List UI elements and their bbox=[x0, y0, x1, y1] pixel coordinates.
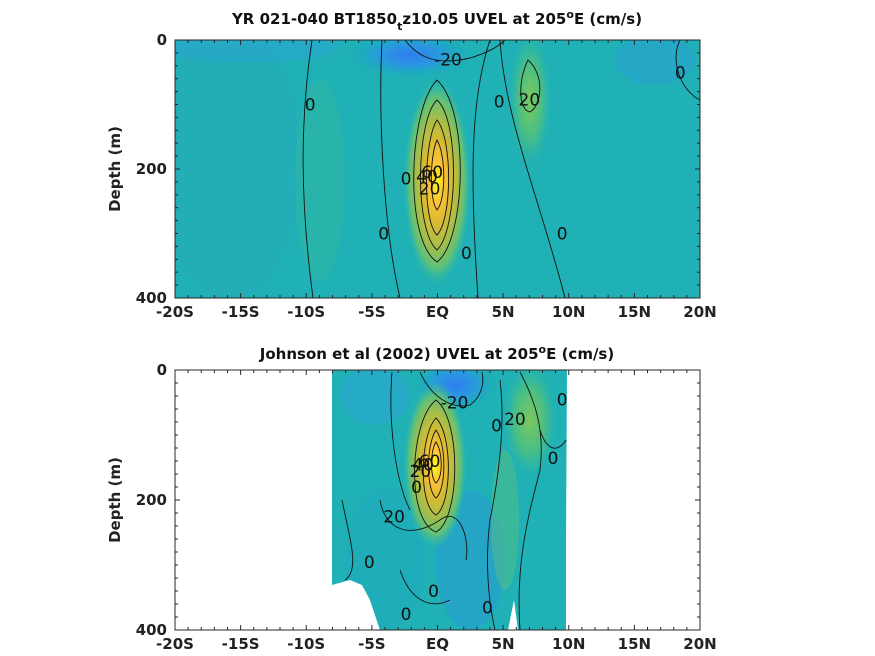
contour-label: 20 bbox=[383, 507, 405, 527]
contour-label: 0 bbox=[482, 598, 493, 618]
y-tick-label: 200 bbox=[136, 491, 167, 509]
contour-label: 0 bbox=[378, 225, 389, 245]
y-tick-label: 0 bbox=[157, 31, 167, 49]
x-tick-label: 20N bbox=[683, 635, 716, 653]
x-tick-label: -15S bbox=[222, 635, 260, 653]
contour-label: -20 bbox=[434, 50, 462, 70]
chart-title: Johnson et al (2002) UVEL at 205oE (cm/s… bbox=[259, 343, 614, 363]
heatmap-field bbox=[175, 40, 700, 298]
top-panel: YR 021-040 BT1850tz10.05 UVEL at 205oE (… bbox=[106, 8, 717, 321]
x-tick-label: EQ bbox=[426, 635, 449, 653]
contour-label: 0 bbox=[305, 96, 316, 116]
x-tick-label: 5N bbox=[492, 303, 515, 321]
title-superscript: o bbox=[566, 8, 574, 21]
title-subscript: t bbox=[397, 20, 402, 33]
contour-label: 0 bbox=[401, 605, 412, 625]
title-text: E (cm/s) bbox=[574, 10, 642, 28]
x-tick-label: 10N bbox=[552, 303, 585, 321]
x-tick-label: -15S bbox=[222, 303, 260, 321]
x-tick-label: 15N bbox=[618, 635, 651, 653]
contour-label: 0 bbox=[675, 63, 686, 83]
contour-label: -20 bbox=[441, 394, 469, 414]
y-axis-label: Depth (m) bbox=[106, 457, 124, 543]
title-text: YR 021-040 BT1850 bbox=[231, 10, 397, 28]
contour-label: 0 bbox=[428, 582, 439, 602]
y-tick-label: 400 bbox=[136, 621, 167, 639]
y-tick-label: 0 bbox=[157, 361, 167, 379]
x-tick-label: 15N bbox=[618, 303, 651, 321]
contour-label: 40 bbox=[416, 168, 438, 188]
heatmap-field bbox=[332, 370, 567, 630]
contour-label: 0 bbox=[548, 449, 559, 469]
contour-label: 0 bbox=[401, 170, 412, 190]
contour-label: 20 bbox=[504, 410, 526, 430]
contour-label: 20 bbox=[519, 90, 541, 110]
title-superscript: o bbox=[539, 343, 547, 356]
title-text: z10.05 UVEL at 205 bbox=[402, 10, 566, 28]
contour-label: 60 bbox=[421, 163, 443, 183]
y-tick-label: 400 bbox=[136, 289, 167, 307]
contour-label: 0 bbox=[461, 244, 472, 264]
x-axis-ticks: -20S -15S -10S -5S EQ 5N 10N 15N 20N bbox=[156, 40, 717, 321]
contour-label: 20 bbox=[419, 179, 441, 199]
x-axis-ticks: -20S -15S -10S -5S EQ 5N 10N 15N 20N bbox=[156, 370, 717, 653]
chart-title: YR 021-040 BT1850tz10.05 UVEL at 205oE (… bbox=[231, 8, 642, 33]
bottom-panel: Johnson et al (2002) UVEL at 205oE (cm/s… bbox=[106, 343, 717, 653]
x-tick-label: 10N bbox=[552, 635, 585, 653]
x-tick-label: 5N bbox=[492, 635, 515, 653]
x-tick-label: -5S bbox=[358, 303, 385, 321]
title-text: Johnson et al (2002) UVEL at 205 bbox=[259, 345, 539, 363]
contour-label: 0 bbox=[494, 92, 505, 112]
x-tick-label: -5S bbox=[358, 635, 385, 653]
contour-label: 0 bbox=[491, 416, 502, 436]
y-axis-label: Depth (m) bbox=[106, 126, 124, 212]
x-tick-label: -20S bbox=[156, 303, 194, 321]
contour-label: 0 bbox=[411, 478, 422, 498]
x-tick-label: -20S bbox=[156, 635, 194, 653]
contour-label: 20 bbox=[410, 462, 432, 482]
x-tick-label: -10S bbox=[287, 303, 325, 321]
y-tick-label: 200 bbox=[136, 160, 167, 178]
contour-label: 40 bbox=[412, 455, 434, 475]
contour-label: 60 bbox=[419, 452, 441, 472]
x-tick-label: 20N bbox=[683, 303, 716, 321]
title-text: E (cm/s) bbox=[546, 345, 614, 363]
contour-label: 0 bbox=[557, 225, 568, 245]
x-tick-label: EQ bbox=[426, 303, 449, 321]
x-tick-label: -10S bbox=[287, 635, 325, 653]
contour-label: 0 bbox=[364, 553, 375, 573]
contour-label: 0 bbox=[557, 390, 568, 410]
